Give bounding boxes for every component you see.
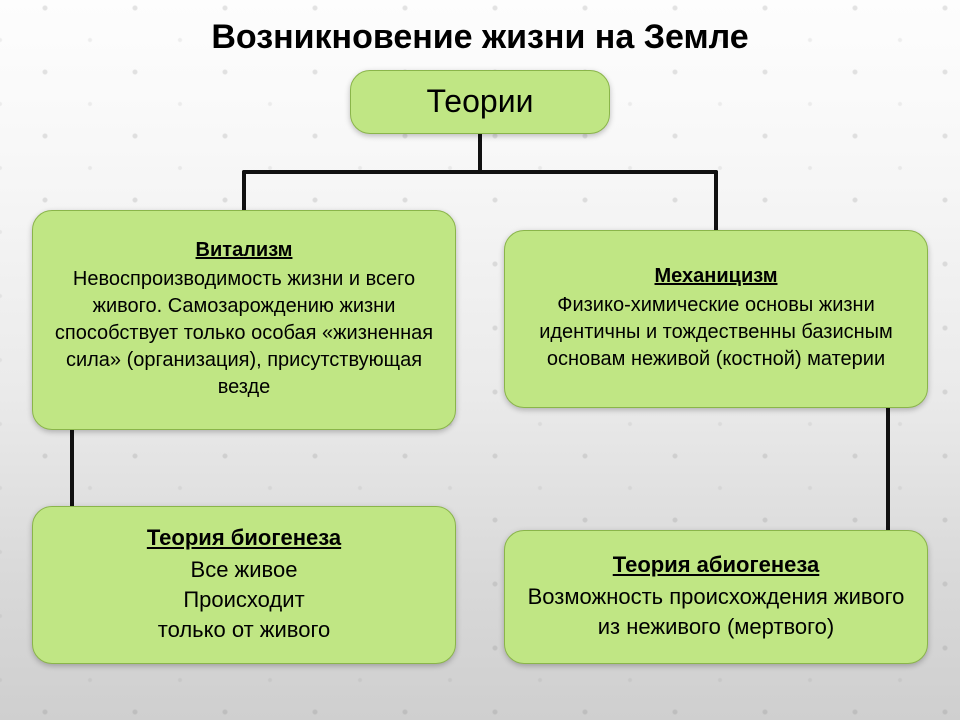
node-biogenesis-heading: Теория биогенеза [147,525,341,551]
node-theories: Теории [350,70,610,134]
node-biogenesis: Теория биогенеза Все живоеПроисходиттоль… [32,506,456,664]
node-vitalism: Витализм Невоспроизводимость жизни и все… [32,210,456,430]
node-biogenesis-body: Все живоеПроисходиттолько от живого [158,555,331,644]
node-mechanicism-body: Физико-химические основы жизни идентичны… [523,292,909,373]
stage: Возникновение жизни на Земле Теории Вита… [0,0,960,720]
node-abiogenesis: Теория абиогенеза Возможность происхожде… [504,530,928,664]
node-vitalism-body: Невоспроизводимость жизни и всего живого… [51,266,437,401]
page-title: Возникновение жизни на Земле [0,18,960,57]
node-abiogenesis-body: Возможность происхождения живого из нежи… [523,582,909,641]
node-mechanicism-heading: Механицизм [655,265,778,288]
node-vitalism-heading: Витализм [196,239,293,262]
node-abiogenesis-heading: Теория абиогенеза [613,552,820,578]
node-mechanicism: Механицизм Физико-химические основы жизн… [504,230,928,408]
node-theories-text: Теории [427,80,534,123]
